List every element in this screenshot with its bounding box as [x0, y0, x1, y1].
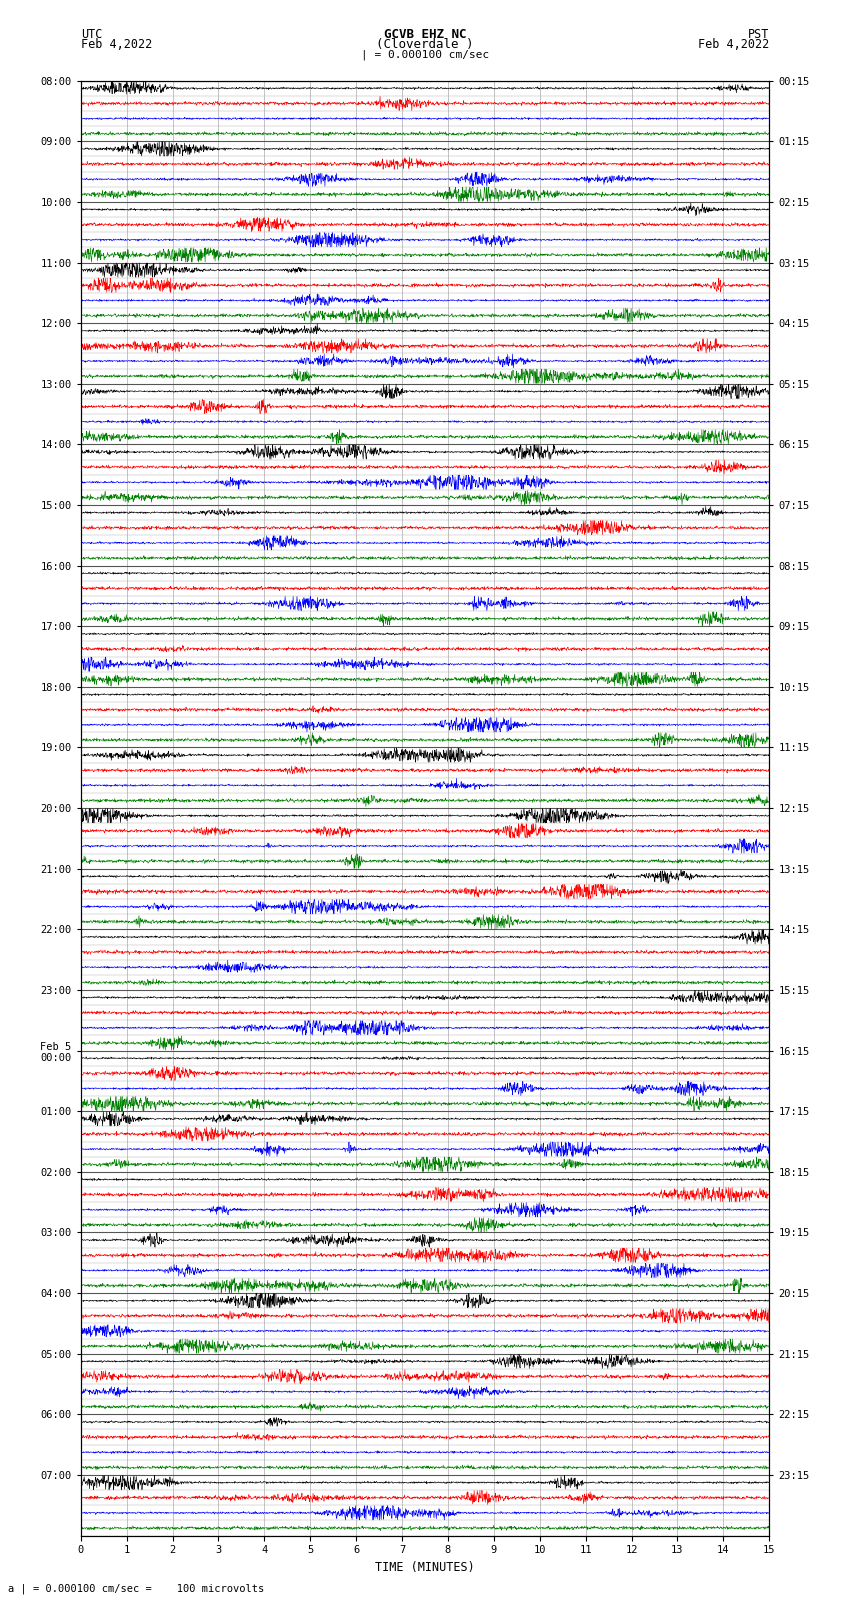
- Text: Feb 4,2022: Feb 4,2022: [698, 37, 769, 50]
- Text: a | = 0.000100 cm/sec =    100 microvolts: a | = 0.000100 cm/sec = 100 microvolts: [8, 1582, 264, 1594]
- Text: | = 0.000100 cm/sec: | = 0.000100 cm/sec: [361, 50, 489, 60]
- Text: UTC: UTC: [81, 27, 102, 40]
- X-axis label: TIME (MINUTES): TIME (MINUTES): [375, 1561, 475, 1574]
- Text: Feb 4,2022: Feb 4,2022: [81, 37, 152, 50]
- Text: PST: PST: [748, 27, 769, 40]
- Text: GCVB EHZ NC: GCVB EHZ NC: [383, 27, 467, 40]
- Text: (Cloverdale ): (Cloverdale ): [377, 37, 473, 50]
